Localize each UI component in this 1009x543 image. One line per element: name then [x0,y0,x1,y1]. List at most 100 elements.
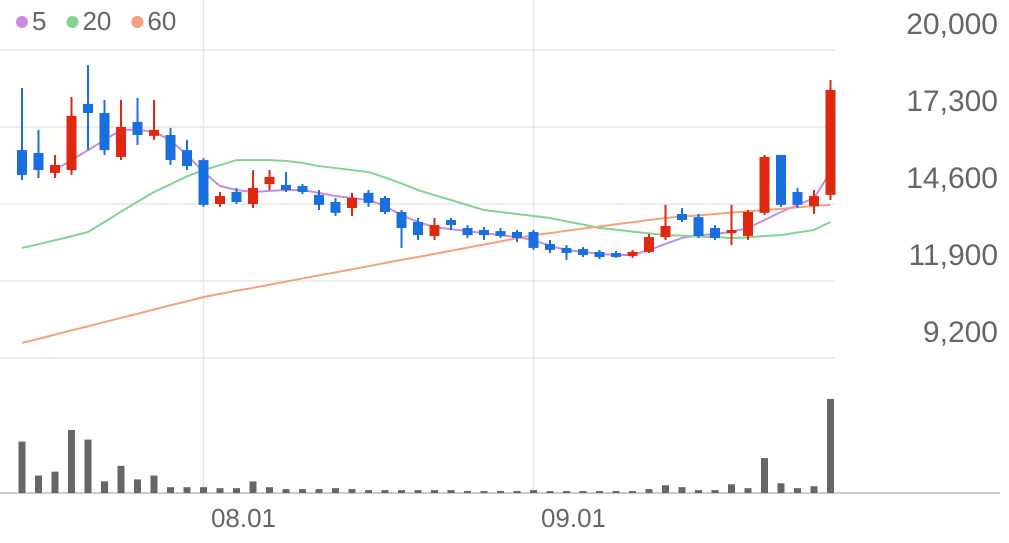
candle-body [17,150,27,175]
volume-bar [117,465,125,493]
candle-body [182,150,192,167]
volume-bar [546,491,554,493]
candle-body [677,213,687,220]
candle-body [347,198,357,208]
volume-bar [299,489,306,493]
volume-bar [596,491,603,493]
volume-bar [497,491,504,493]
candle-body [198,160,209,205]
candle-body [83,103,93,114]
volume-bar [579,491,587,493]
volume-bar [612,491,620,493]
volume-bar [282,489,290,493]
candle-body [792,192,803,205]
volume-bar [777,483,785,493]
candle-body [248,188,258,204]
candle-body [264,176,275,185]
volume-bar [249,481,257,493]
volume-bar [150,475,158,493]
candle-body [545,243,555,250]
candle-body [726,229,737,234]
volume-bar [233,488,240,493]
volume-bar [414,490,422,493]
candle-body [297,186,308,193]
candle-body [231,192,242,203]
candle-body [743,211,753,236]
candle-body [66,115,77,171]
volume-bar [183,487,191,493]
candle-body [429,225,440,236]
volume-bar [513,491,521,493]
volume-bar [365,490,372,493]
volume-bar [381,490,389,493]
candle-body [396,211,407,228]
candle-body [495,231,506,236]
candle-body [165,134,176,161]
candle-body [446,219,456,226]
volume-bar [761,458,768,493]
candle-body [50,164,60,173]
volume-bar [84,439,92,493]
candle-body [314,194,324,205]
candle-body [660,225,671,238]
volume-bar [728,484,735,493]
candle-body [99,113,110,151]
volume-bar [35,475,42,493]
volume-bar [744,488,752,493]
candle-body [644,237,654,252]
candle-body [479,229,489,236]
legend-label: 60 [147,6,176,36]
candle-body [132,121,143,135]
legend-label: 5 [32,6,46,36]
volume-bar [315,489,323,493]
volume-bar [695,490,702,493]
candle-body [710,227,720,238]
candle-body [594,251,605,258]
candle-body [215,196,225,204]
volume-bar [200,487,207,493]
candle-body [330,202,341,213]
candle-body [759,156,770,213]
candle-body [380,198,390,212]
y-tick-label: 14,600 [906,162,998,195]
volume-bar [51,471,59,493]
volume-bar [18,441,26,493]
legend-dot [131,16,144,28]
candle-body [561,247,572,254]
volume-bar [134,479,141,493]
volume-bar [810,486,818,493]
x-tick-label: 08.01 [211,503,276,533]
candle-body [825,89,836,195]
volume-bar [332,488,339,493]
x-tick-label: 09.01 [541,503,606,533]
volume-bar [348,489,356,493]
legend-label: 20 [82,6,111,36]
volume-bar [167,487,174,493]
candle-body [776,154,786,205]
candle-body [693,217,704,236]
candle-body [809,196,819,206]
volume-bar [101,481,108,493]
y-tick-label: 20,000 [906,8,998,41]
volume-bar [678,487,686,493]
candle-body [363,192,374,203]
candle-body [116,127,126,157]
candle-body [627,251,638,256]
y-tick-label: 17,300 [906,85,998,118]
volume-bar [645,489,653,493]
legend-dot [66,16,79,28]
volume-bar [563,491,570,493]
candle-body [528,231,539,248]
candle-body [413,221,423,236]
volume-bar [398,490,405,493]
volume-bar [447,490,455,493]
candle-body [33,152,44,171]
volume-bar [629,491,636,493]
candle-body [149,129,159,136]
y-tick-label: 11,900 [908,239,998,272]
volume-bar [827,398,834,493]
volume-bar [216,488,224,493]
legend-dot [16,16,28,28]
